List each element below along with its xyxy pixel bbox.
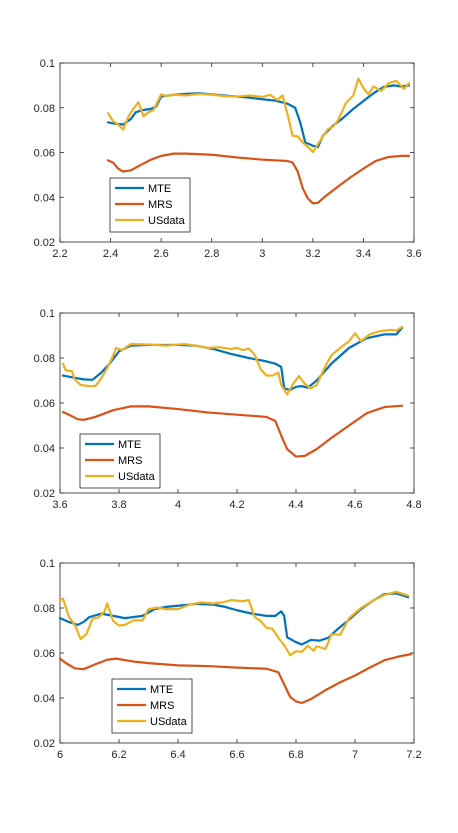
x-tick-label: 3.4 <box>356 248 371 260</box>
series-line-mrs <box>106 152 411 205</box>
y-tick-label: 0.04 <box>34 443 55 455</box>
y-tick-label: 0.08 <box>34 103 55 115</box>
legend-label-usdata: USdata <box>118 471 156 483</box>
x-tick-label: 3.2 <box>305 248 320 260</box>
legend-label-mrs: MRS <box>148 199 172 211</box>
x-tick-label: 7.2 <box>406 749 421 761</box>
legend: MTE MRS USdata <box>111 678 193 734</box>
x-tick-label: 4.8 <box>406 499 421 511</box>
chart-2: 3.6 3.8 4 4.2 4.4 4.6 4.8 0.02 0.04 0.06 0.08 0.1 MT… <box>34 308 422 511</box>
x-tick-label: 3.6 <box>406 248 421 260</box>
legend-label-usdata: USdata <box>150 716 188 728</box>
x-tick-label: 2.6 <box>153 248 168 260</box>
series-line-mrs <box>61 404 404 458</box>
x-tick-label: 4 <box>175 499 181 511</box>
x-tick-label: 6 <box>57 749 63 761</box>
series-line-mte <box>58 592 410 646</box>
x-tick-label: 2.2 <box>52 248 67 260</box>
x-tick-label: 3 <box>259 248 265 260</box>
legend-label-mte: MTE <box>118 439 141 451</box>
legend: MTE MRS USdata <box>109 177 191 233</box>
legend-label-mte: MTE <box>148 183 171 195</box>
x-tick-label: 4.4 <box>288 499 303 511</box>
y-tick-label: 0.02 <box>34 738 55 750</box>
x-tick-label: 6.6 <box>229 749 244 761</box>
x-tick-label: 6.4 <box>170 749 185 761</box>
y-tick-label: 0.02 <box>34 237 55 249</box>
y-tick-label: 0.04 <box>34 693 55 705</box>
y-tick-label: 0.1 <box>40 58 55 70</box>
x-tick-label: 3.8 <box>111 499 126 511</box>
y-tick-label: 0.02 <box>34 488 55 500</box>
series-line-mrs <box>58 653 413 705</box>
x-tick-label: 2.4 <box>103 248 118 260</box>
y-tick-label: 0.06 <box>34 398 55 410</box>
y-tick-label: 0.1 <box>40 308 55 320</box>
y-tick-label: 0.04 <box>34 192 55 204</box>
y-tick-label: 0.08 <box>34 353 55 365</box>
series-line-mte <box>106 84 411 149</box>
legend-label-usdata: USdata <box>148 215 186 227</box>
chart-1: 2.2 2.4 2.6 2.8 3 3.2 3.4 3.6 0.02 0.04 0.06 0.08 0.… <box>34 58 422 260</box>
y-tick-label: 0.06 <box>34 648 55 660</box>
legend: MTE MRS USdata <box>79 433 161 489</box>
series-line-usdata <box>61 325 404 396</box>
x-tick-label: 4.6 <box>347 499 362 511</box>
x-tick-label: 6.8 <box>288 749 303 761</box>
x-tick-label: 3.6 <box>52 499 67 511</box>
legend-label-mrs: MRS <box>118 455 142 467</box>
series-line-usdata <box>106 77 411 154</box>
x-tick-label: 7 <box>352 749 358 761</box>
x-tick-label: 2.8 <box>204 248 219 260</box>
x-tick-label: 6.2 <box>111 749 126 761</box>
legend-label-mrs: MRS <box>150 700 174 712</box>
chart-3: 6 6.2 6.4 6.6 6.8 7 7.20.020.040.060.080.1MTEM… <box>34 558 422 761</box>
y-tick-label: 0.06 <box>34 148 55 160</box>
y-tick-label: 0.1 <box>40 558 55 570</box>
series-line-usdata <box>58 590 410 657</box>
x-tick-label: 4.2 <box>229 499 244 511</box>
y-tick-label: 0.08 <box>34 603 55 615</box>
legend-label-mte: MTE <box>150 684 173 696</box>
